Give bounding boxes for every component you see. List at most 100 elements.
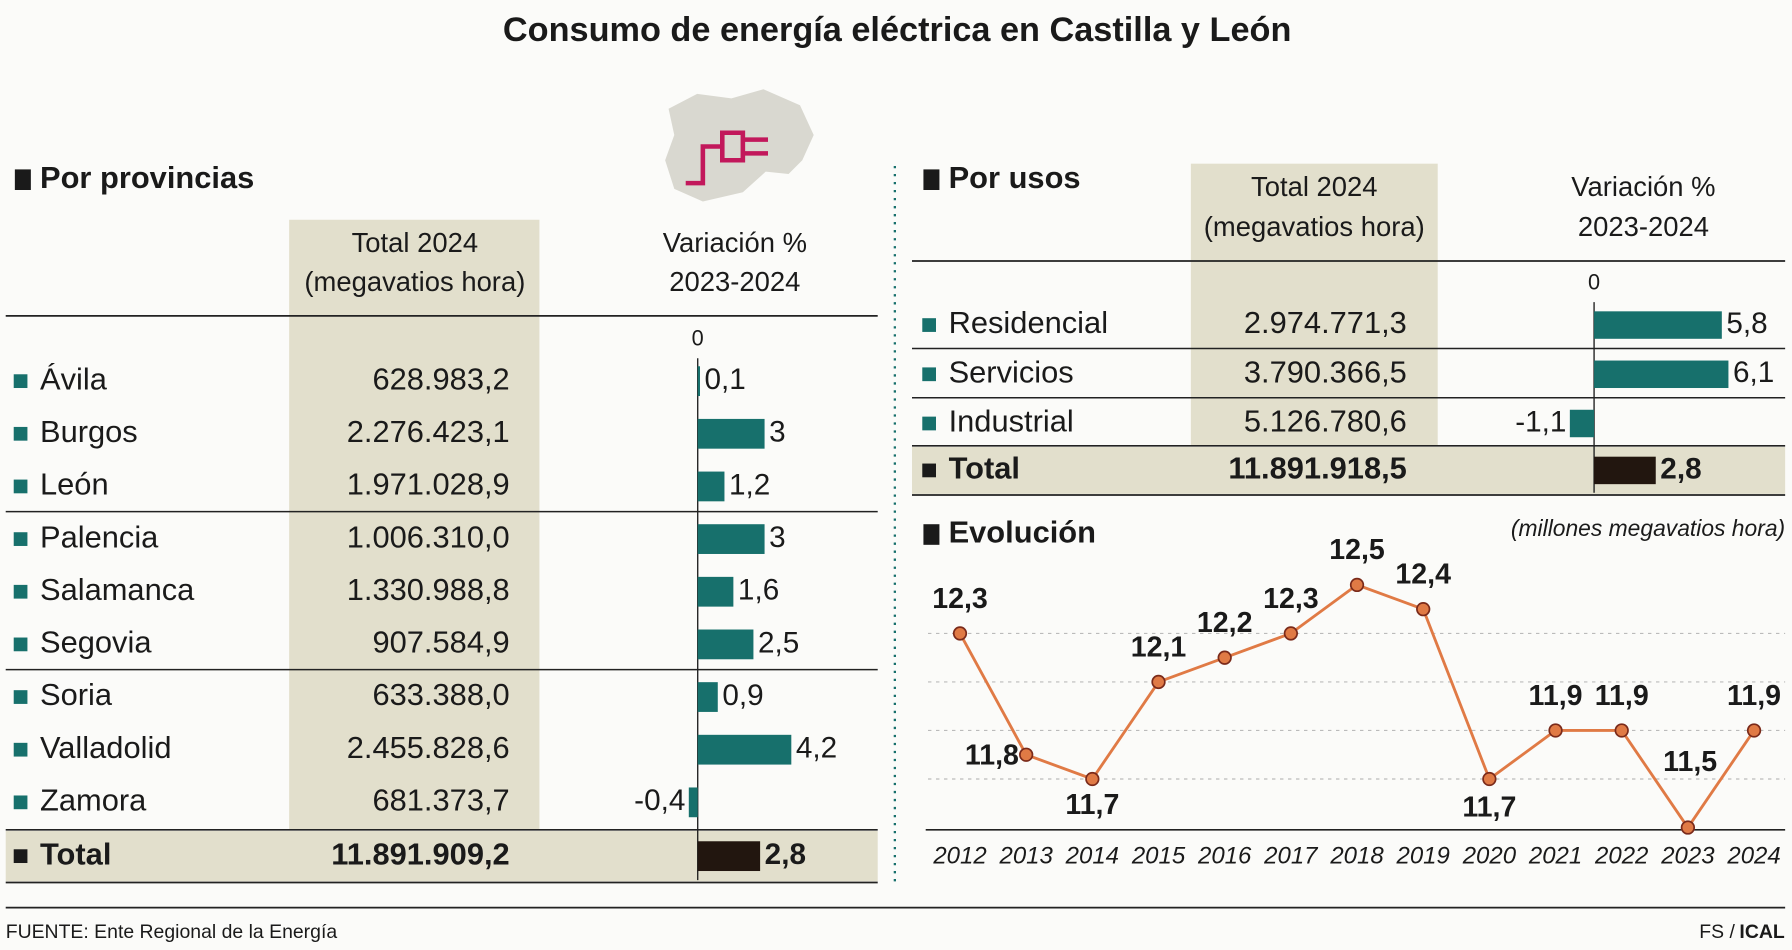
point <box>1482 771 1497 787</box>
credit-agency: ICAL <box>1739 921 1784 943</box>
column-header: Total 2024 <box>352 227 479 258</box>
value-label: 12,4 <box>1395 558 1451 590</box>
x-tick-label: 2019 <box>1396 843 1450 870</box>
column-header: (megavatios hora) <box>304 266 525 297</box>
x-tick-label: 2013 <box>998 843 1053 870</box>
value-label: 3 <box>769 521 786 554</box>
section-heading: Por usos <box>949 160 1081 195</box>
section-heading: Evolución <box>949 515 1096 550</box>
value-label: 2,5 <box>758 626 799 659</box>
point <box>1151 674 1166 690</box>
x-tick-label: 2017 <box>1263 843 1319 870</box>
row-label: Servicios <box>949 354 1074 389</box>
heading-marker <box>923 169 940 190</box>
value-label: 0,9 <box>722 679 763 712</box>
x-tick-label: 2022 <box>1594 843 1648 870</box>
x-tick-label: 2018 <box>1329 843 1384 870</box>
row-label: Palencia <box>40 519 159 554</box>
row-marker <box>13 584 28 599</box>
value-label: 12,5 <box>1329 534 1385 566</box>
column-header: 2023-2024 <box>1578 211 1709 242</box>
x-tick-label: 2021 <box>1528 843 1582 870</box>
value-label: 12,3 <box>1263 583 1319 615</box>
column-header: 2023-2024 <box>669 266 800 297</box>
row-total: 2.276.423,1 <box>347 414 510 449</box>
row-total: 681.373,7 <box>372 782 509 817</box>
bar <box>697 366 700 397</box>
point <box>1217 650 1232 665</box>
value-label: 1,2 <box>729 468 770 501</box>
row-marker <box>13 690 28 704</box>
bar <box>697 682 718 712</box>
value-label: 12,3 <box>932 583 988 615</box>
row-label: Segovia <box>40 625 152 660</box>
row-total: 628.983,2 <box>372 361 509 396</box>
point <box>1548 723 1563 738</box>
value-label: 12,2 <box>1197 607 1253 639</box>
column-header: (megavatios hora) <box>1204 211 1425 242</box>
value-label: 0,1 <box>705 363 746 396</box>
row-label: Industrial <box>949 404 1074 439</box>
x-tick-label: 2015 <box>1131 843 1186 870</box>
bar <box>1594 456 1656 485</box>
page-title: Consumo de energía eléctrica en Castilla… <box>503 11 1291 49</box>
row-total: 11.891.918,5 <box>1228 451 1406 486</box>
value-label: 5,8 <box>1726 307 1767 340</box>
row-total: 1.330.988,8 <box>347 572 510 607</box>
bar <box>1569 409 1595 438</box>
row-total: 1.971.028,9 <box>347 467 510 502</box>
point <box>1614 723 1629 738</box>
row-total: 907.584,9 <box>372 625 509 660</box>
row-marker <box>13 426 28 441</box>
row-marker <box>13 479 28 494</box>
row-total: 11.891.909,2 <box>331 836 509 871</box>
value-label: 11,5 <box>1663 746 1717 778</box>
row-total: 633.388,0 <box>372 677 509 712</box>
row-marker <box>13 795 28 810</box>
map-icon <box>665 89 814 202</box>
value-label: 11,7 <box>1462 791 1516 823</box>
row-marker <box>13 374 28 389</box>
value-label: 2,8 <box>765 838 806 871</box>
subtitle: (millones megavatios hora) <box>1511 515 1785 541</box>
value-label: -0,4 <box>634 784 685 817</box>
x-tick-label: 0 <box>692 326 704 351</box>
total-column <box>1190 163 1438 446</box>
total-column <box>289 219 540 830</box>
point <box>1019 747 1034 762</box>
column-header: Variación % <box>663 227 807 258</box>
row-marker <box>13 532 28 546</box>
value-label: 11,8 <box>965 740 1019 772</box>
source: FUENTE: Ente Regional de la Energía <box>6 921 338 943</box>
point <box>1349 577 1365 593</box>
point <box>1283 626 1298 641</box>
row-total: 3.790.366,5 <box>1244 354 1407 389</box>
row-label: Salamanca <box>40 572 195 607</box>
point <box>1416 601 1431 617</box>
row-marker <box>13 637 28 652</box>
bar <box>697 524 765 554</box>
row-total: 2.455.828,6 <box>347 730 510 765</box>
bar <box>697 576 734 607</box>
x-tick-label: 2012 <box>932 843 986 870</box>
section-heading: Por provincias <box>40 160 254 195</box>
point <box>1085 771 1100 787</box>
value-label: 3 <box>769 416 786 449</box>
x-tick-label: 2016 <box>1197 843 1252 870</box>
row-marker <box>922 416 936 431</box>
row-total: 2.974.771,3 <box>1244 305 1407 340</box>
column-header: Total 2024 <box>1251 171 1378 202</box>
value-label: 12,1 <box>1131 631 1187 663</box>
bar <box>1594 360 1729 389</box>
value-label: 2,8 <box>1660 452 1701 485</box>
row-marker <box>922 463 936 478</box>
heading-marker <box>14 169 31 190</box>
bar <box>697 734 792 765</box>
value-label: 6,1 <box>1733 356 1774 389</box>
value-label: 1,6 <box>738 574 779 607</box>
point <box>952 626 968 641</box>
row-total: 1.006.310,0 <box>347 519 510 554</box>
row-label: Ávila <box>40 361 108 396</box>
value-label: -1,1 <box>1515 405 1566 438</box>
